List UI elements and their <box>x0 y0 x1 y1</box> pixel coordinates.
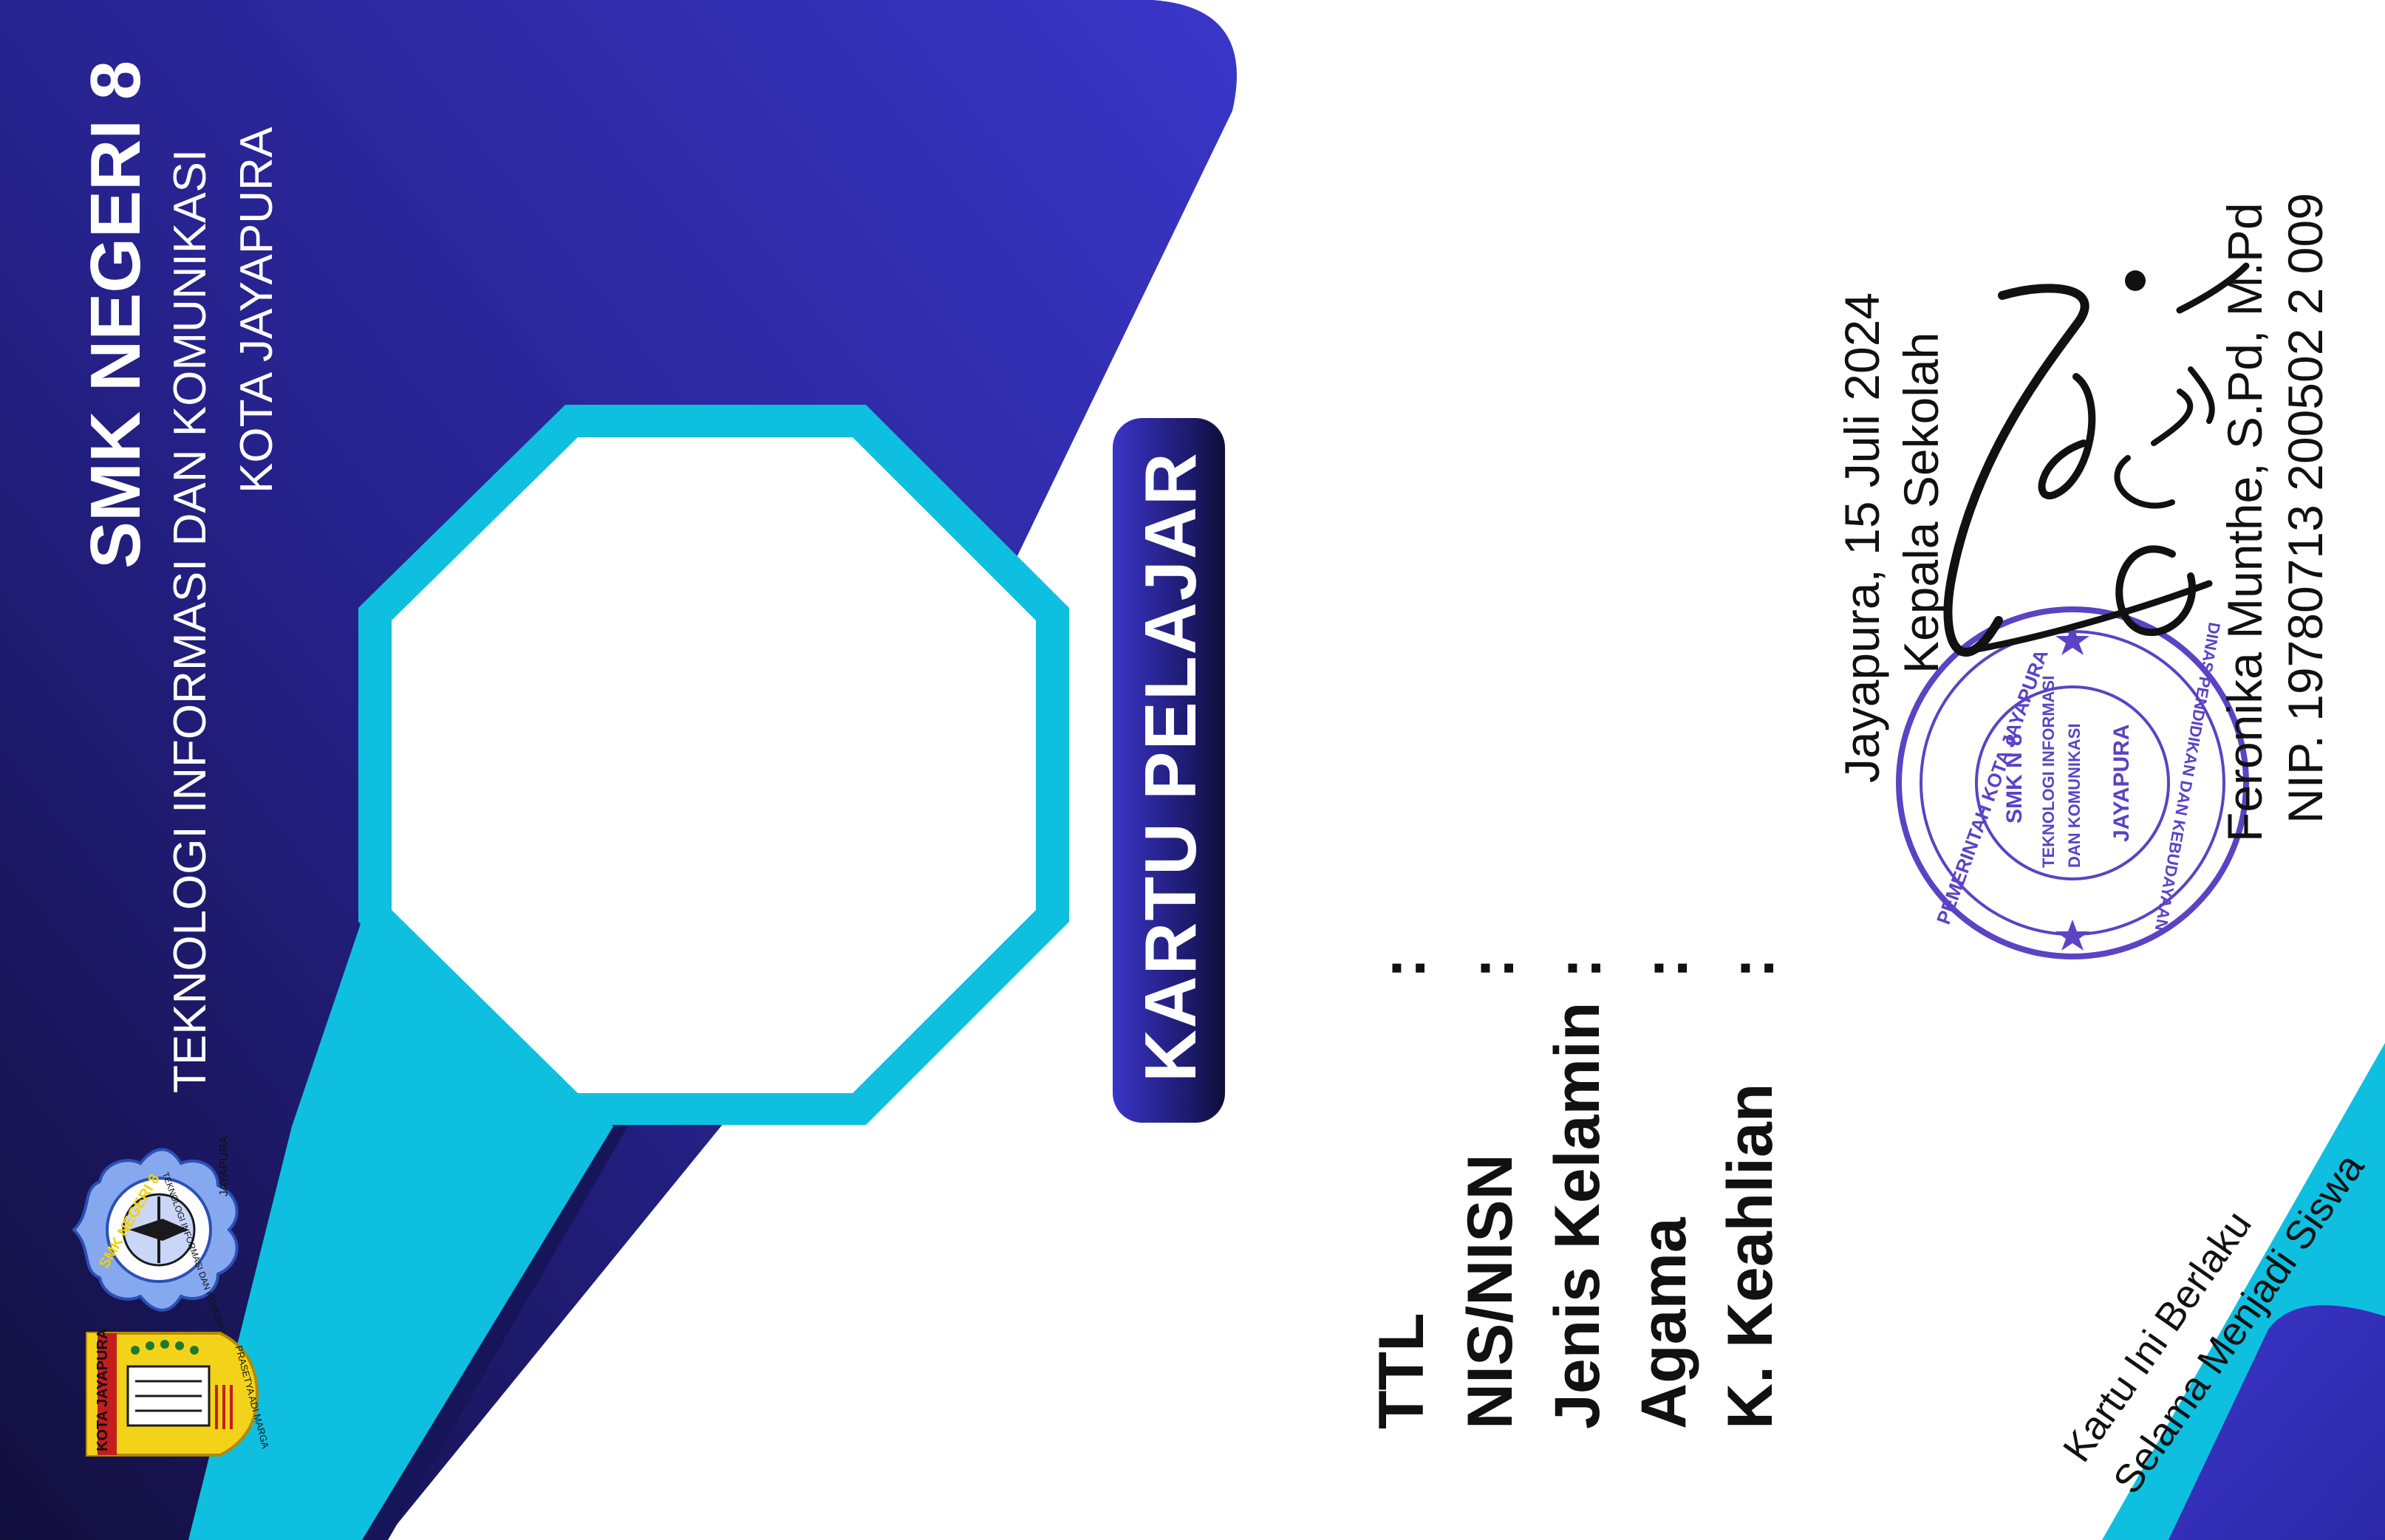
school-logo: SMK NEGERI 8 TEKNOLOGI INFORMASI DAN KOM… <box>66 1135 251 1346</box>
field-colon-major: : <box>1716 957 1787 979</box>
handwritten-signature <box>1943 262 2250 657</box>
city-emblem-icon <box>86 1332 259 1457</box>
school-program: TEKNOLOGI INFORMASI DAN KOMUNIKASI <box>165 148 216 1093</box>
card-title: KARTU PELAJAR <box>1130 451 1211 1082</box>
field-label-gender: Jenis Kelamin <box>1542 1002 1613 1429</box>
photo-slot <box>392 437 1036 1093</box>
field-label-religion: Agama <box>1628 1217 1699 1429</box>
cyan-stripe-shape <box>188 920 613 1540</box>
card-title-pill <box>1113 418 1225 1123</box>
field-colon-ttl: : <box>1368 957 1439 979</box>
field-label-major: K. Keahlian <box>1715 1083 1786 1429</box>
school-city: KOTA JAYAPURA <box>231 126 282 493</box>
field-colon-nis: : <box>1456 957 1527 979</box>
city-logo: KOTA JAYAPURA PRASETYA ADI MARGA <box>72 1328 271 1459</box>
school-name: SMK NEGERI 8 <box>76 60 155 569</box>
school-emblem-icon <box>72 1148 239 1312</box>
school-logo-city: JAYAPURA <box>218 1135 231 1197</box>
city-logo-label: KOTA JAYAPURA <box>95 1328 111 1451</box>
stamp-seal-icon <box>1896 606 2249 959</box>
official-stamp: PEMERINTAH KOTA JAYAPURA DINAS PENDIDIKA… <box>1888 602 2257 964</box>
field-label-ttl: TTL <box>1366 1313 1437 1429</box>
field-label-nis: NIS/NISN <box>1455 1154 1526 1429</box>
field-colon-gender: : <box>1543 957 1614 979</box>
field-colon-religion: : <box>1630 957 1701 979</box>
corner-blue-shape <box>2169 1305 2385 1540</box>
signature-nip: NIP. 19780713 200502 2 009 <box>2278 193 2333 824</box>
